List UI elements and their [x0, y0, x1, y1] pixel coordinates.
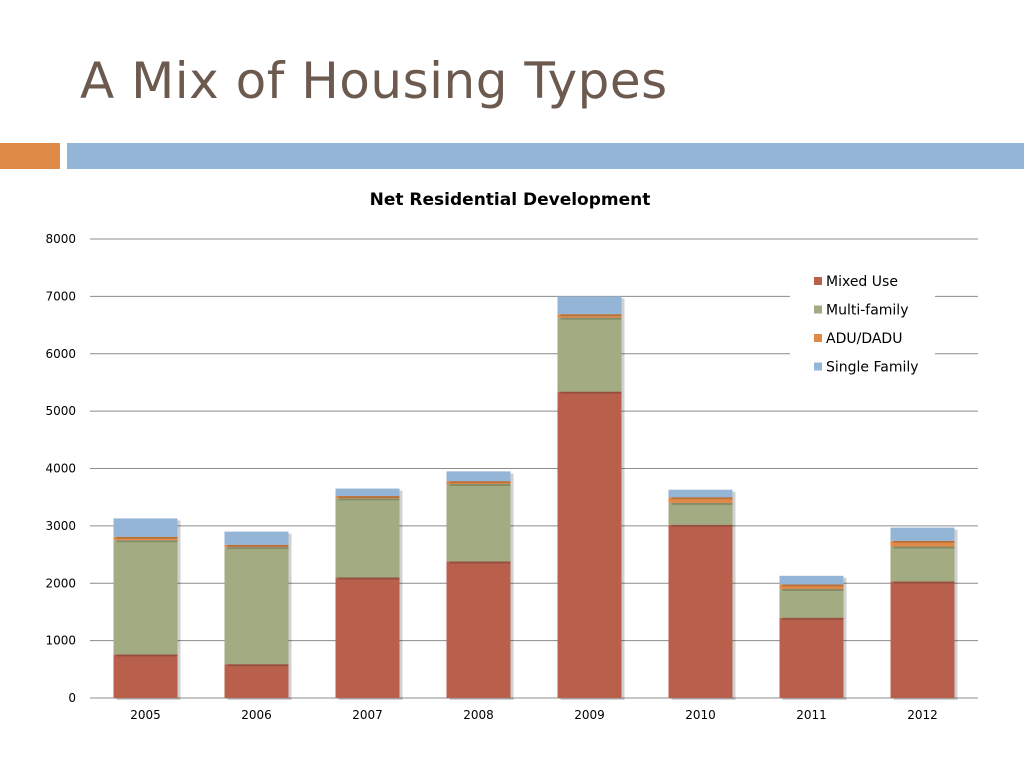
bar-multi-family-2011: [779, 588, 844, 618]
bar-mixed-use-2009: [557, 391, 622, 698]
legend-label-adu-dadu: ADU/DADU: [826, 331, 902, 347]
bar-adu-dadu-2006: [224, 544, 289, 548]
bar-multi-family-2009: [557, 317, 622, 392]
accent-band-orange: [0, 143, 60, 169]
x-tick-label-2010: 2010: [685, 708, 716, 722]
x-tick-label-2005: 2005: [130, 708, 161, 722]
slide-title: A Mix of Housing Types: [80, 52, 668, 110]
bar-shadow: [116, 538, 181, 543]
bar-single-family-2005: [113, 518, 178, 537]
legend-box: [790, 266, 935, 381]
bar-single-family-2006: [224, 531, 289, 545]
accent-band-blue: [67, 143, 1024, 169]
chart-title: Net Residential Development: [370, 190, 651, 210]
y-tick-label-5000: 5000: [45, 404, 76, 418]
bar-single-family-2008: [446, 471, 511, 482]
x-tick-label-2008: 2008: [463, 708, 494, 722]
bar-multi-family-2007: [335, 498, 400, 578]
bar-multi-family-2005: [113, 540, 178, 655]
legend-swatch-multi-family: [814, 305, 822, 314]
bar-multi-family-2012: [890, 546, 955, 582]
x-tick-label-2011: 2011: [796, 708, 827, 722]
legend-label-multi-family: Multi-family: [826, 303, 908, 319]
legend-swatch-single-family: [814, 362, 822, 371]
x-tick-label-2009: 2009: [574, 708, 605, 722]
bar-adu-dadu-2012: [890, 540, 955, 547]
bar-mixed-use-2006: [224, 664, 289, 698]
y-tick-label-2000: 2000: [45, 576, 76, 590]
y-tick-label-6000: 6000: [45, 347, 76, 361]
bar-shadow: [227, 546, 292, 550]
bar-single-family-2007: [335, 488, 400, 497]
bar-adu-dadu-2005: [113, 536, 178, 541]
legend-swatch-mixed-use: [814, 277, 822, 285]
bar-shadow: [449, 483, 514, 486]
x-tick-label-2007: 2007: [352, 708, 383, 722]
y-tick-label-3000: 3000: [45, 519, 76, 533]
bar-mixed-use-2005: [113, 654, 178, 698]
bar-mixed-use-2012: [890, 581, 955, 698]
bar-adu-dadu-2008: [446, 481, 511, 484]
y-tick-label-0: 0: [68, 691, 76, 705]
legend-label-single-family: Single Family: [826, 360, 919, 376]
bar-multi-family-2008: [446, 483, 511, 562]
legend-label-mixed-use: Mixed Use: [826, 274, 898, 290]
bar-single-family-2012: [890, 527, 955, 541]
y-tick-label-7000: 7000: [45, 289, 76, 303]
bar-mixed-use-2010: [668, 524, 733, 698]
bar-adu-dadu-2010: [668, 497, 733, 503]
bar-single-family-2011: [779, 575, 844, 585]
bar-adu-dadu-2009: [557, 314, 622, 318]
x-tick-label-2006: 2006: [241, 708, 272, 722]
bar-multi-family-2010: [668, 502, 733, 525]
legend-swatch-adu-dadu: [814, 334, 822, 342]
bar-single-family-2010: [668, 489, 733, 498]
bar-single-family-2009: [557, 296, 622, 315]
y-tick-label-4000: 4000: [45, 462, 76, 476]
bar-mixed-use-2008: [446, 561, 511, 698]
y-tick-label-1000: 1000: [45, 634, 76, 648]
bar-multi-family-2006: [224, 547, 289, 665]
stacked-bar-chart: Net Residential Development 0 1000 2000 300…: [45, 190, 978, 722]
bar-mixed-use-2007: [335, 577, 400, 698]
bar-adu-dadu-2007: [335, 496, 400, 499]
y-tick-label-8000: 8000: [45, 232, 76, 246]
bar-mixed-use-2011: [779, 617, 844, 698]
bar-shadow: [338, 498, 403, 501]
x-tick-label-2012: 2012: [907, 708, 938, 722]
bar-adu-dadu-2011: [779, 584, 844, 589]
bar-shadow: [560, 316, 625, 320]
